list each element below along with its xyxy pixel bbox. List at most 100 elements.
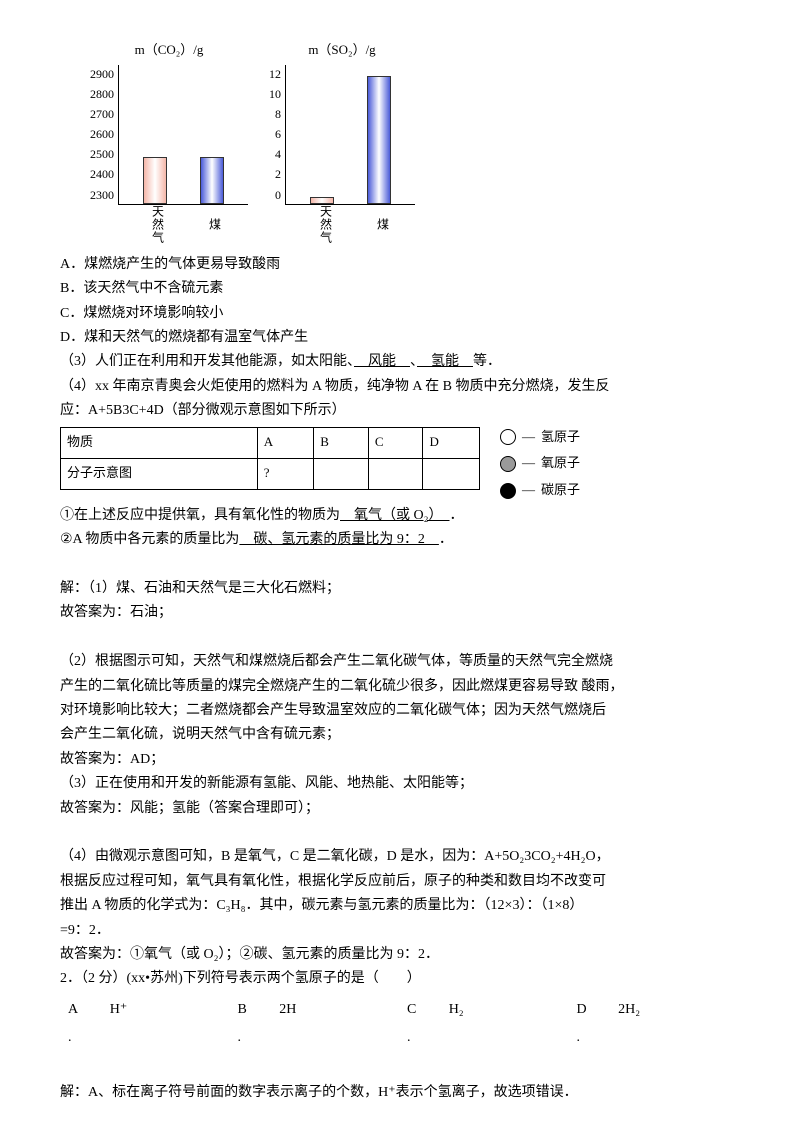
oxygen-atom-legend: — 氧原子: [500, 453, 580, 474]
so2-chart: m（SO₂）/g 12 10 8 6 4 2 0 天然气 煤: [268, 40, 416, 244]
q2-dot: .: [401, 1025, 441, 1051]
hydrogen-atom-legend: — 氢原子: [500, 427, 580, 448]
q2-solution: 解：A、标在离子符号前面的数字表示离子的个数，H⁺表示个氢离子，故选项错误．: [60, 1082, 740, 1104]
q2-opt-a-val: H⁺: [104, 997, 230, 1023]
xlabel: 天然气: [311, 205, 335, 244]
td: ?: [257, 458, 313, 489]
q2-opt-d-val: 2H₂: [612, 997, 738, 1023]
q2-opt-a-key: A: [62, 997, 102, 1023]
q4-1-prefix: ①在上述反应中提供氧，具有氧化性的物质为: [60, 508, 340, 523]
carbon-label: 碳原子: [541, 480, 580, 501]
oxygen-label: 氧原子: [541, 453, 580, 474]
q3-suffix: 等．: [473, 354, 501, 369]
option-c: C．煤燃烧对环境影响较小: [60, 303, 740, 325]
solution-p8: （3）正在使用和开发的新能源有氢能、风能、地热能、太阳能等；: [60, 773, 740, 795]
solution-p12: 推出 A 物质的化学式为：C₃H₈．其中，碳元素与氢元素的质量比为：（12×3）…: [60, 895, 740, 917]
ytick: 10: [269, 85, 281, 104]
option-a: A．煤燃烧产生的气体更易导致酸雨: [60, 254, 740, 276]
solution-p4: 产生的二氧化硫比等质量的煤完全燃烧产生的二氧化硫少很多，因此燃煤更容易导致 酸雨…: [60, 676, 740, 698]
th: 物质: [61, 427, 258, 458]
q2-opt-c-val: H₂: [443, 997, 569, 1023]
q2-opt-row2: . . . .: [62, 1025, 738, 1051]
q3-blank2: 氢能: [417, 354, 473, 369]
xlabel: 煤: [368, 205, 392, 244]
q2-opt-row1: A H⁺ B 2H C H₂ D 2H₂: [62, 997, 738, 1023]
ytick: 8: [275, 105, 281, 124]
legend-dash: —: [522, 480, 535, 501]
so2-plot: [285, 65, 415, 205]
hydrogen-label: 氢原子: [541, 427, 580, 448]
td: [368, 458, 423, 489]
co2-chart-title: m（CO₂）/g: [135, 40, 204, 61]
solution-p3: （2）根据图示可知，天然气和煤燃烧后都会产生二氧化碳气体，等质量的天然气完全燃烧: [60, 651, 740, 673]
table-and-legend: 物质 A B C D 分子示意图 ? — 氢原子 — 氧原子 — 碳原子: [60, 427, 740, 501]
solution-p9: 故答案为：风能；氢能（答案合理即可）；: [60, 798, 740, 820]
solution-p2: 故答案为：石油；: [60, 602, 740, 624]
q4-2-blank: 碳、氢元素的质量比为 9：2: [239, 532, 439, 547]
co2-y-axis: 2900 2800 2700 2600 2500 2400 2300: [90, 65, 118, 205]
solution-p10: （4）由微观示意图可知，B 是氧气，C 是二氧化碳，D 是水，因为：A+5O₂3…: [60, 846, 740, 868]
ytick: 2600: [90, 125, 114, 144]
th: B: [314, 427, 369, 458]
ytick: 2300: [90, 186, 114, 205]
td: [314, 458, 369, 489]
substance-table: 物质 A B C D 分子示意图 ?: [60, 427, 480, 490]
q4-1-blank: 氧气（或 O₂）: [340, 508, 450, 523]
question-3: （3）人们正在利用和开发其他能源，如太阳能、 风能 、 氢能 等．: [60, 351, 740, 373]
co2-chart: m（CO₂）/g 2900 2800 2700 2600 2500 2400 2…: [90, 40, 248, 244]
carbon-atom-legend: — 碳原子: [500, 480, 580, 501]
q2-opt-b-val: 2H: [273, 997, 399, 1023]
option-d: D．煤和天然气的燃烧都有温室气体产生: [60, 327, 740, 349]
th: A: [257, 427, 313, 458]
q2-dot: .: [570, 1025, 610, 1051]
charts-container: m（CO₂）/g 2900 2800 2700 2600 2500 2400 2…: [90, 40, 740, 244]
table-header-row: 物质 A B C D: [61, 427, 480, 458]
td: 分子示意图: [61, 458, 258, 489]
hydrogen-atom-icon: [500, 429, 516, 445]
th: C: [368, 427, 423, 458]
q2-options-table: A H⁺ B 2H C H₂ D 2H₂ . . . .: [60, 995, 740, 1054]
q3-mid: 、: [410, 354, 417, 369]
carbon-atom-icon: [500, 483, 516, 499]
so2-chart-title: m（SO₂）/g: [308, 40, 375, 61]
solution-p14: 故答案为：①氧气（或 O₂）；②碳、氢元素的质量比为 9：2．: [60, 944, 740, 966]
ytick: 2800: [90, 85, 114, 104]
oxygen-atom-icon: [500, 456, 516, 472]
co2-x-labels: 天然气 煤: [118, 205, 248, 244]
table-row: 分子示意图 ?: [61, 458, 480, 489]
so2-x-labels: 天然气 煤: [286, 205, 416, 244]
solution-p6: 会产生二氧化硫，说明天然气中含有硫元素；: [60, 724, 740, 746]
co2-plot: [118, 65, 248, 205]
th: D: [423, 427, 480, 458]
co2-chart-body: 2900 2800 2700 2600 2500 2400 2300: [90, 65, 248, 205]
solution-p7: 故答案为：AD；: [60, 749, 740, 771]
xlabel: 煤: [200, 205, 224, 244]
co2-bar-gas: [143, 157, 167, 204]
legend-dash: —: [522, 453, 535, 474]
ytick: 2900: [90, 65, 114, 84]
so2-bar-coal: [367, 76, 391, 204]
ytick: 4: [275, 145, 281, 164]
q2-dot: .: [62, 1025, 102, 1051]
q2-opt-c-key: C: [401, 997, 441, 1023]
q3-prefix: （3）人们正在利用和开发其他能源，如太阳能、: [60, 354, 354, 369]
solution-p5: 对环境影响比较大；二者燃烧都会产生导致温室效应的二氧化碳气体；因为天然气燃烧后: [60, 700, 740, 722]
option-b: B．该天然气中不含硫元素: [60, 278, 740, 300]
q3-blank1: 风能: [354, 354, 410, 369]
q4-sub2: ②A 物质中各元素的质量比为 碳、氢元素的质量比为 9：2 ．: [60, 529, 740, 551]
q2-opt-b-key: B: [231, 997, 271, 1023]
ytick: 0: [275, 186, 281, 205]
q4-sub1: ①在上述反应中提供氧，具有氧化性的物质为 氧气（或 O₂） ．: [60, 505, 740, 527]
atom-legend: — 氢原子 — 氧原子 — 碳原子: [500, 427, 580, 501]
so2-y-axis: 12 10 8 6 4 2 0: [269, 65, 285, 205]
legend-dash: —: [522, 427, 535, 448]
ytick: 12: [269, 65, 281, 84]
ytick: 2: [275, 165, 281, 184]
td: [423, 458, 480, 489]
q4-2-suffix: ．: [439, 532, 453, 547]
co2-bar-coal: [200, 157, 224, 204]
question-2-stem: 2．（2 分）(xx•苏州)下列符号表示两个氢原子的是（ ）: [60, 968, 740, 990]
q4-1-suffix: ．: [450, 508, 464, 523]
solution-p1: 解：（1）煤、石油和天然气是三大化石燃料；: [60, 578, 740, 600]
so2-bar-gas: [310, 197, 334, 204]
